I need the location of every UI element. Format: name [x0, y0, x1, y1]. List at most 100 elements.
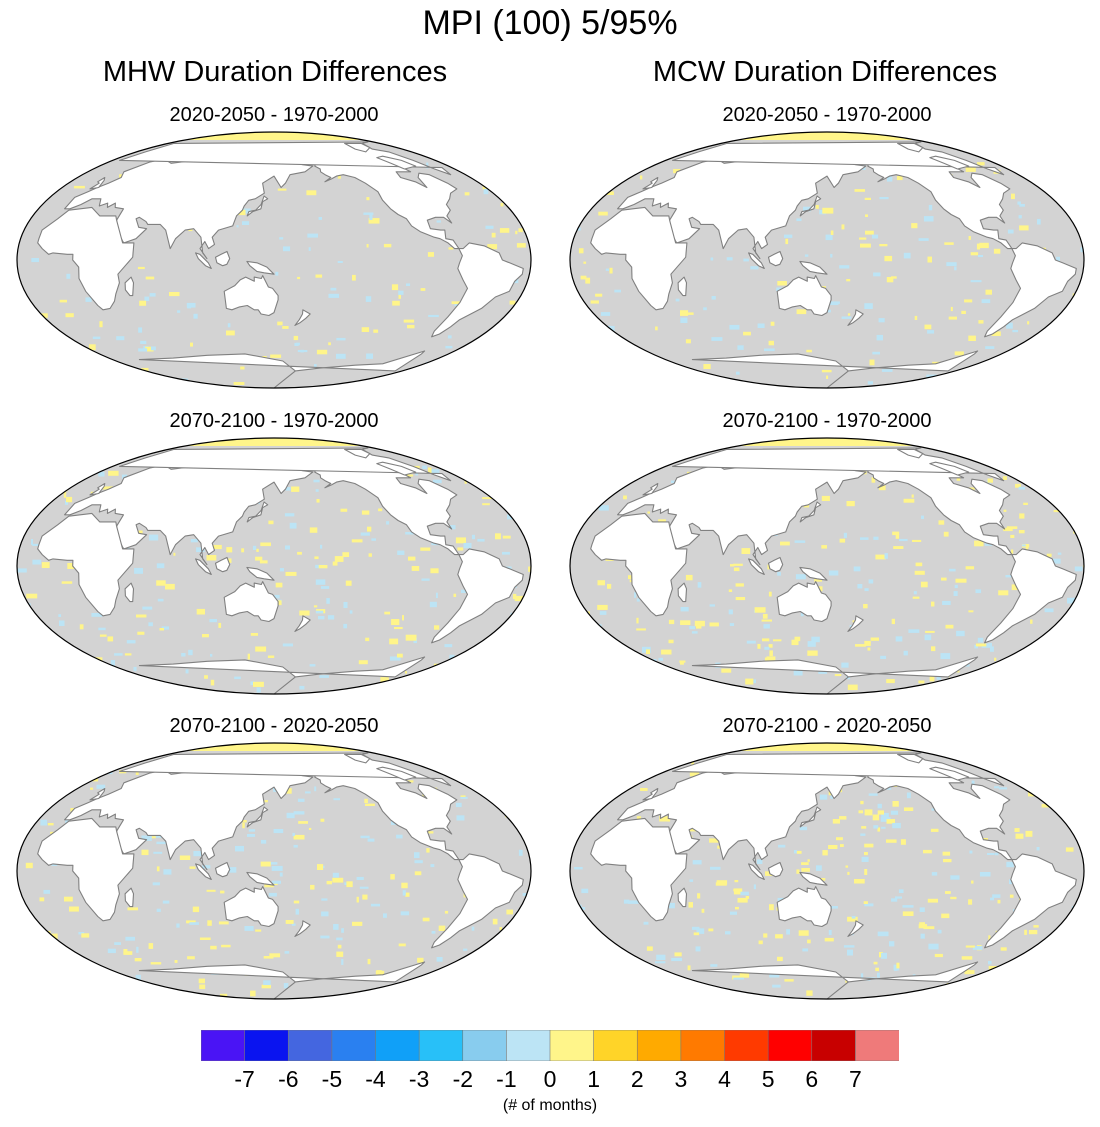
panel-subtitle: 2070-2100 - 1970-2000 — [722, 410, 932, 432]
anomaly-cell — [336, 337, 346, 341]
anomaly-cell — [1068, 683, 1074, 689]
anomaly-cell — [582, 684, 587, 688]
anomaly-cell — [273, 829, 284, 834]
anomaly-cell — [328, 293, 340, 298]
panel-subtitle: 2020-2050 - 1970-2000 — [722, 104, 932, 126]
anomaly-cell — [30, 795, 37, 798]
anomaly-cell — [436, 957, 443, 962]
landmass-africa — [590, 206, 688, 311]
anomaly-cell — [689, 626, 695, 630]
anomaly-cell — [977, 255, 983, 258]
anomaly-cell — [588, 455, 598, 458]
anomaly-cell — [711, 337, 723, 341]
anomaly-cell — [250, 633, 258, 636]
anomaly-cell — [94, 665, 103, 670]
anomaly-cell — [580, 507, 586, 511]
anomaly-cell — [985, 346, 995, 349]
anomaly-cell — [226, 547, 233, 553]
anomaly-cell — [1010, 680, 1014, 684]
anomaly-cell — [394, 627, 403, 630]
anomaly-cell — [524, 163, 531, 168]
anomaly-cell — [426, 848, 430, 853]
anomaly-cell — [482, 497, 493, 500]
colorbar-swatch — [549, 1030, 595, 1061]
anomaly-cell — [798, 930, 809, 936]
anomaly-cell — [575, 475, 583, 479]
anomaly-cell — [1073, 649, 1077, 653]
anomaly-cell — [880, 655, 887, 659]
anomaly-cell — [976, 243, 981, 250]
anomaly-cell — [886, 819, 895, 824]
anomaly-cell — [977, 637, 984, 643]
anomaly-cell — [429, 601, 437, 608]
anomaly-cell — [763, 933, 768, 938]
anomaly-cell — [427, 252, 434, 257]
anomaly-cell — [48, 785, 53, 788]
anomaly-cell — [941, 913, 950, 919]
arctic-anomaly-band — [17, 743, 531, 751]
anomaly-cell — [502, 535, 511, 539]
anomaly-cell — [851, 915, 856, 919]
anomaly-cell — [1071, 502, 1081, 508]
anomaly-cell — [107, 636, 114, 642]
anomaly-cell — [893, 964, 900, 971]
anomaly-cell — [501, 342, 510, 347]
anomaly-cell — [588, 200, 591, 204]
anomaly-cell — [514, 595, 526, 602]
anomaly-cell — [32, 487, 42, 491]
anomaly-cell — [904, 807, 914, 811]
anomaly-cell — [320, 935, 330, 939]
anomaly-cell — [824, 937, 834, 942]
anomaly-cell — [614, 289, 621, 293]
landmass-madagascar — [677, 276, 688, 297]
anomaly-cell — [161, 626, 170, 630]
anomaly-cell — [745, 896, 750, 899]
colorbar-tick-label: 6 — [805, 1066, 819, 1092]
anomaly-cell — [497, 345, 508, 348]
anomaly-cell — [1018, 486, 1025, 490]
anomaly-cell — [1056, 684, 1060, 688]
anomaly-cell — [156, 866, 160, 872]
anomaly-cell — [828, 845, 838, 849]
anomaly-cell — [185, 669, 189, 674]
anomaly-cell — [1050, 783, 1057, 790]
colorbar-tick-label: -5 — [321, 1066, 343, 1092]
anomaly-cell — [422, 917, 430, 922]
anomaly-cell — [1006, 861, 1014, 868]
anomaly-cell — [1056, 768, 1060, 774]
landmass-borneo — [214, 861, 231, 878]
anomaly-cell — [598, 990, 605, 997]
anomaly-cell — [179, 855, 191, 860]
anomaly-cell — [950, 306, 953, 312]
anomaly-cell — [1080, 247, 1084, 253]
anomaly-cell — [628, 979, 635, 985]
anomaly-cell — [989, 677, 994, 683]
anomaly-cell — [1082, 802, 1084, 807]
anomaly-cell — [710, 257, 714, 261]
anomaly-cell — [138, 327, 143, 333]
anomaly-cell — [487, 659, 498, 665]
anomaly-cell — [822, 850, 828, 856]
anomaly-cell — [831, 906, 838, 909]
colorbar-swatch — [462, 1030, 507, 1061]
anomaly-cell — [661, 649, 672, 655]
anomaly-cell — [366, 244, 369, 248]
anomaly-cell — [873, 272, 881, 277]
anomaly-cell — [109, 762, 115, 768]
anomaly-cell — [1078, 938, 1084, 942]
anomaly-cell — [422, 465, 427, 469]
anomaly-cell — [270, 862, 278, 865]
anomaly-cell — [927, 898, 938, 903]
colorbar-tick-label: 5 — [761, 1066, 775, 1092]
anomaly-cell — [1019, 204, 1025, 207]
anomaly-cell — [739, 973, 750, 978]
anomaly-cell — [710, 866, 721, 870]
anomaly-cell — [141, 849, 149, 856]
anomaly-cell — [247, 834, 256, 837]
anomaly-cell — [1018, 530, 1025, 534]
anomaly-cell — [953, 591, 958, 596]
anomaly-cell — [847, 916, 858, 922]
anomaly-cell — [277, 188, 287, 191]
anomaly-cell — [297, 551, 302, 555]
anomaly-cell — [839, 538, 846, 543]
